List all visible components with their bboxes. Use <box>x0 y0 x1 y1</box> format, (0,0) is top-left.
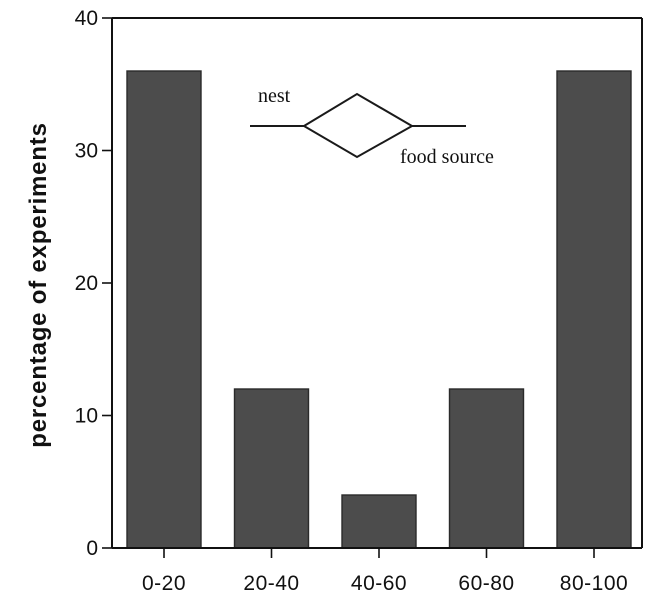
y-axis-label: percentage of experiments <box>25 122 52 447</box>
diamond-bridge <box>303 92 415 159</box>
x-tick-label: 40-60 <box>351 572 407 595</box>
x-tick-label: 80-100 <box>560 572 628 595</box>
nest-label: nest <box>258 85 291 107</box>
bar-20-40 <box>233 388 310 549</box>
x-tick-label: 0-20 <box>142 572 186 595</box>
food-source-label: food source <box>400 146 494 168</box>
bar-60-80 <box>448 388 525 549</box>
y-axis-ticks: 0 10 20 30 40 <box>75 7 112 560</box>
x-tick-label: 20-40 <box>243 572 299 595</box>
x-axis-ticks: 0-20 20-40 40-60 60-80 80-100 <box>142 548 628 595</box>
nest-food-diagram: nest food source <box>250 85 494 168</box>
y-tick-label: 40 <box>75 7 98 30</box>
x-tick-label: 60-80 <box>458 572 514 595</box>
y-tick-label: 20 <box>75 272 98 295</box>
bar-0-20 <box>126 70 202 549</box>
bar-80-100 <box>556 70 632 549</box>
bars <box>126 70 632 549</box>
y-tick-label: 0 <box>86 537 98 560</box>
y-tick-label: 30 <box>75 140 98 163</box>
y-tick-label: 10 <box>75 405 98 428</box>
bar-40-60 <box>341 494 417 549</box>
